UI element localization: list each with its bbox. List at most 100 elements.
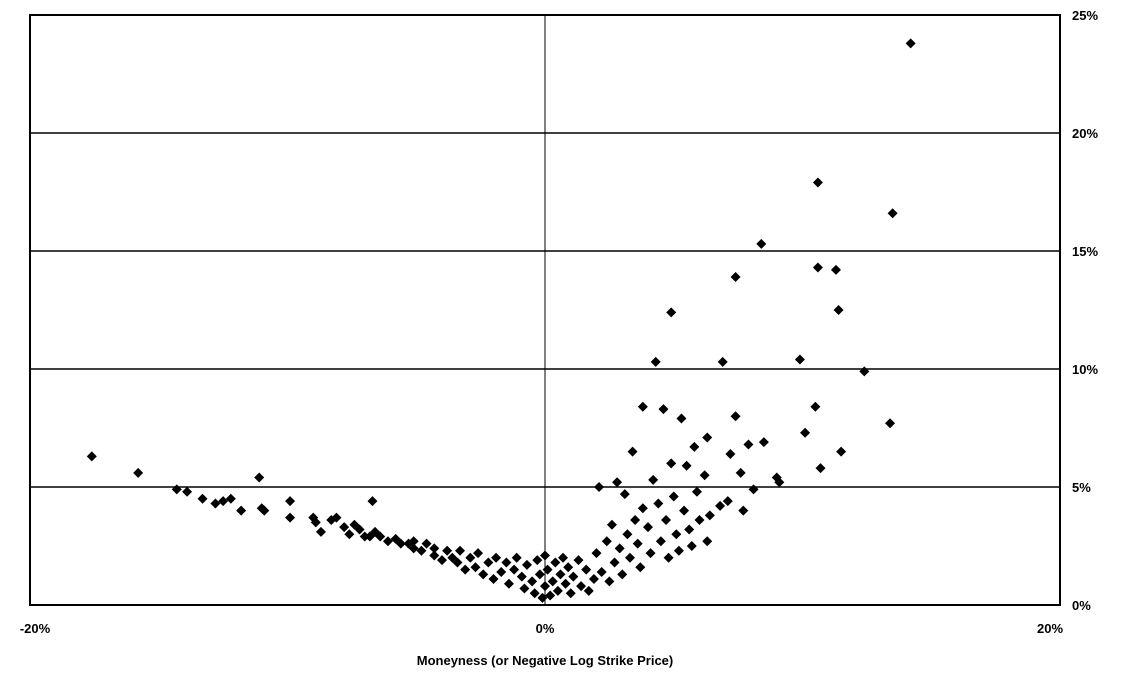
data-point [197, 493, 208, 504]
data-point [689, 441, 700, 452]
data-point [133, 467, 144, 478]
data-point [810, 401, 821, 412]
data-point [354, 524, 365, 535]
data-point [218, 496, 229, 507]
plot-frame [29, 14, 1061, 606]
data-point [743, 439, 754, 450]
data-point [437, 555, 447, 566]
data-point [511, 552, 522, 563]
data-point [681, 460, 692, 471]
data-point [635, 562, 646, 573]
data-point [568, 571, 579, 582]
data-point [527, 576, 538, 587]
data-point [259, 505, 270, 516]
data-point [470, 562, 481, 573]
data-point [408, 536, 419, 547]
data-point [455, 545, 466, 556]
data-point [637, 503, 648, 514]
data-point [758, 437, 769, 448]
data-point [606, 519, 617, 530]
grid-lines [30, 15, 1060, 605]
data-points [86, 38, 916, 603]
data-point [503, 578, 514, 589]
data-point [210, 498, 221, 509]
data-point [619, 489, 630, 500]
data-point [830, 264, 841, 275]
data-point [661, 515, 672, 526]
data-point [558, 552, 569, 563]
data-point [339, 522, 350, 533]
data-point [645, 548, 656, 559]
data-point [859, 366, 870, 377]
data-point [794, 354, 805, 365]
data-point [529, 588, 540, 599]
data-point [885, 418, 896, 429]
data-point [666, 307, 677, 318]
data-point [408, 543, 419, 554]
data-point [717, 356, 728, 367]
data-point [473, 548, 484, 559]
data-point [429, 543, 440, 554]
data-point [555, 569, 566, 580]
data-point [601, 536, 612, 547]
data-point [596, 566, 607, 577]
data-point [442, 545, 453, 556]
data-point [686, 541, 697, 551]
data-point [545, 590, 556, 601]
data-point [617, 569, 628, 580]
data-point [648, 474, 659, 485]
data-point [416, 545, 427, 556]
data-point [519, 583, 530, 594]
data-point [483, 557, 494, 568]
data-point [521, 559, 532, 570]
data-point [550, 557, 561, 568]
data-point [182, 486, 193, 497]
data-point [668, 491, 679, 502]
data-point [627, 446, 638, 457]
data-point [812, 177, 823, 188]
data-point [576, 581, 587, 592]
data-point [676, 413, 687, 424]
data-point [588, 574, 599, 585]
data-point [395, 538, 406, 549]
data-point [460, 564, 471, 575]
data-point [671, 529, 682, 540]
data-point [421, 538, 432, 549]
data-point [236, 505, 247, 516]
data-point [537, 592, 548, 603]
data-point [725, 448, 736, 459]
data-point [331, 512, 342, 523]
data-point [730, 271, 741, 282]
data-point [887, 208, 898, 219]
y-tick-label: 15% [1072, 244, 1098, 259]
y-axis-ticks: 0% 5% 10% 15% 20% 25% [1072, 8, 1098, 613]
y-tick-label: 10% [1072, 362, 1098, 377]
data-point [748, 484, 759, 495]
data-point [478, 569, 489, 580]
data-point [691, 486, 702, 497]
data-point [624, 552, 635, 563]
data-point [488, 574, 499, 585]
data-point [643, 522, 653, 533]
data-point [609, 557, 620, 568]
data-point [663, 552, 674, 563]
data-point [382, 536, 393, 547]
data-point [630, 515, 641, 526]
data-point [285, 512, 296, 523]
data-point [465, 552, 476, 563]
y-tick-label: 25% [1072, 8, 1098, 23]
data-point [614, 543, 625, 554]
x-tick-label: -20% [20, 621, 51, 636]
data-point [702, 536, 713, 547]
data-point [673, 545, 684, 556]
data-point [534, 569, 545, 580]
data-point [542, 564, 553, 575]
data-point [573, 555, 584, 566]
data-point [359, 531, 370, 542]
data-point [367, 496, 378, 507]
data-point [491, 552, 502, 563]
data-point [565, 588, 576, 599]
x-axis-ticks: -20% 0% 20% [20, 621, 1064, 636]
data-point [86, 451, 97, 462]
